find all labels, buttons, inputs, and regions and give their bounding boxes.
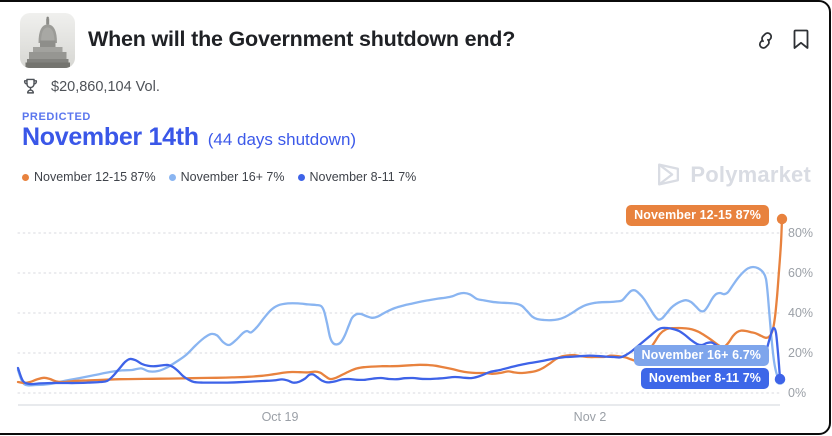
legend-item-november-12-15[interactable]: November 12-15 87% [22, 170, 156, 184]
predicted-note: (44 days shutdown) [207, 130, 357, 149]
tooltip-badge-november-8-11: November 8-11 7% [640, 368, 769, 389]
bookmark-button[interactable] [789, 27, 813, 51]
legend-label: November 8-11 7% [309, 170, 417, 184]
trophy-icon [23, 78, 38, 94]
link-icon [758, 31, 772, 49]
predicted-value: November 14th [22, 123, 199, 151]
volume-value: $20,860,104 Vol. [51, 78, 160, 95]
tooltip-badge-november-12-15: November 12-15 87% [626, 205, 769, 226]
series-endpoint-dot [774, 373, 786, 385]
series-endpoint-dot [776, 213, 788, 225]
y-tick-label: 80% [788, 226, 814, 240]
legend-dot-blue [297, 173, 305, 181]
legend-dot-orange [22, 173, 29, 181]
y-tick-label: 20% [788, 346, 814, 360]
legend-item-november-16plus[interactable]: November 16+ 7% [168, 170, 285, 184]
predicted-label: PREDICTED [22, 111, 91, 123]
x-tick-label: Nov 2 [573, 410, 607, 424]
y-tick-label: 60% [788, 266, 814, 280]
y-tick-label: 0% [788, 386, 807, 400]
polymarket-watermark: Polymarket [655, 161, 811, 188]
legend-label: November 16+ 7% [180, 170, 285, 184]
y-tick-label: 40% [788, 306, 814, 320]
copy-link-button[interactable] [753, 28, 777, 52]
legend-label: November 12-15 87% [34, 170, 156, 184]
series-line-november-8-11 [16, 326, 782, 386]
bookmark-icon [793, 29, 809, 49]
x-tick-label: Oct 19 [261, 410, 299, 424]
predicted-row: November 14th (44 days shutdown) [22, 123, 356, 152]
chart-legend: November 12-15 87% November 16+ 7% Novem… [22, 170, 416, 184]
market-avatar-capitol [20, 13, 75, 68]
price-chart[interactable] [0, 195, 832, 425]
polymarket-wordmark: Polymarket [690, 161, 811, 187]
legend-item-november-8-11[interactable]: November 8-11 7% [297, 170, 417, 184]
legend-dot-lightblue [168, 173, 176, 181]
volume-row: $20,860,104 Vol. [22, 77, 160, 96]
series-line-november-16- [16, 265, 782, 387]
capitol-photo [20, 13, 75, 68]
tooltip-badge-november-16plus: November 16+ 6.7% [633, 345, 769, 366]
market-title: When will the Government shutdown end? [88, 27, 516, 51]
polymarket-logo-icon [658, 163, 680, 186]
